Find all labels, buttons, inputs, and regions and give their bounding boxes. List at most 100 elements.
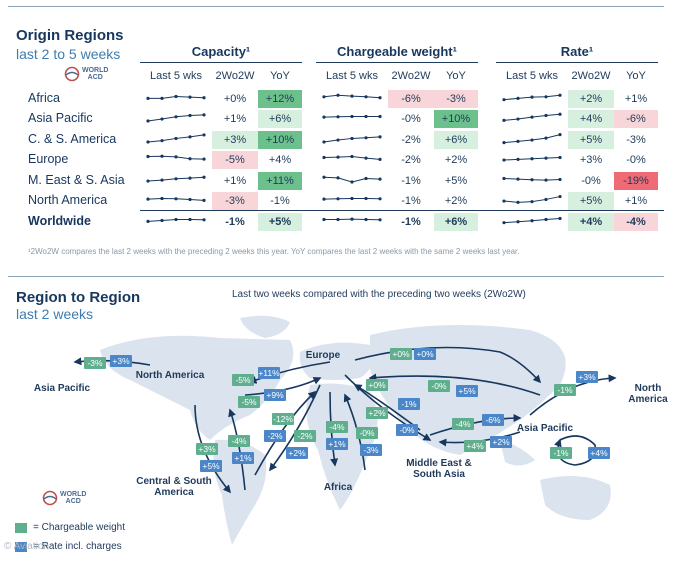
sparkline-rate-3 [502,155,562,162]
sparkline-point-weight-2-1 [336,138,340,142]
cell-yoy-capacity-1: +6% [258,110,302,128]
sparkline-capacity-5 [146,196,206,202]
col-header-rate-1: 2Wo2W [571,70,611,82]
sparkline-point-rate-1-1 [516,117,520,121]
region-title: Region to Region [16,289,141,306]
group-title-capacity: Capacity¹ [191,44,251,59]
cell-yoy-rate-6: -4% [614,213,658,231]
label-central-south-america: Central & South America [136,476,212,498]
cell-yoy-capacity-5: -1% [270,195,290,207]
sparkline-weight-0 [322,93,382,100]
sparkline-point-weight-1-4 [378,114,382,119]
landmass-north-america [100,335,294,440]
sparkline-rate-5 [502,194,562,204]
group-title-weight: Chargeable weight¹ [337,44,457,59]
sparkline-point-rate-4-1 [516,177,520,181]
cell-2wo2w-rate-3: +3% [579,154,603,166]
sparkline-point-weight-3-3 [364,156,368,160]
group-line-capacity [140,62,302,63]
sparkline-point-capacity-6-3 [188,217,192,222]
globe-logo-icon-bottom [42,490,58,506]
col-header-capacity-1: 2Wo2W [215,70,255,82]
logo-text-line1: WORLD [82,67,109,74]
row-label-2: C. & S. America [28,132,117,146]
world-acd-logo: WORLD ACD [64,66,108,82]
sparkline-point-capacity-3-4 [202,157,206,161]
flow-badge-me_ap_b: -6% [482,414,504,426]
flow-badge-ap_me_g: +4% [464,440,486,452]
label-africa: Africa [323,482,353,493]
sparkline-weight-6 [322,217,382,222]
sparkline-point-capacity-0-2 [174,94,178,99]
sparkline-point-rate-4-3 [544,178,548,182]
col-header-weight-1: 2Wo2W [391,70,431,82]
sparkline-weight-1 [322,114,382,119]
sparkline-rate-4 [502,176,562,182]
flow-badge-eu_na2_b: +9% [264,389,286,401]
sparkline-point-weight-6-4 [378,218,382,222]
logo-text: WORLD ACD [82,67,108,81]
sparkline-capacity-2 [146,133,206,144]
sparkline-point-weight-2-2 [350,136,354,141]
sparkline-rate-0 [502,93,562,102]
sparkline-point-capacity-0-0 [146,96,150,100]
cell-yoy-capacity-4: +11% [258,172,302,190]
sparkline-point-capacity-0-3 [188,95,192,99]
cell-2wo2w-rate-0: +2% [568,90,614,108]
flow-badge-eu_na2_g: -5% [238,396,260,408]
cell-2wo2w-capacity-2: +3% [212,131,258,149]
world-acd-logo-bottom: WORLD ACD [42,490,86,506]
cell-yoy-weight-2: +6% [434,131,478,149]
sparkline-point-weight-2-4 [378,135,382,139]
arrow-eu-to-na [248,361,331,384]
flow-badge-ap_me_b: +2% [490,436,512,448]
cell-2wo2w-weight-2: -2% [401,134,421,146]
sparkline-rate-1 [502,112,562,122]
sparkline-point-capacity-1-4 [202,113,206,117]
flow-badge-eu_cs_g: -12% [272,413,294,425]
sparkline-point-weight-6-0 [322,217,326,222]
cell-yoy-rate-3: -0% [626,154,646,166]
sparkline-point-rate-5-1 [516,200,520,204]
cell-yoy-weight-6: +6% [434,213,478,231]
sparkline-point-capacity-6-0 [146,219,150,223]
sparkline-weight-4 [322,175,382,184]
sparkline-point-capacity-3-2 [174,155,178,159]
cell-2wo2w-weight-1: -0% [401,113,421,125]
flow-badge-eu_cs_g2: -2% [294,430,316,442]
flow-badge-na_cs_b: +5% [200,460,222,472]
row-separator-worldwide [140,210,664,211]
landmass-greenland [240,315,290,338]
sparkline-point-rate-6-2 [530,219,534,223]
origin-subtitle: last 2 to 5 weeks [16,46,121,62]
cell-yoy-weight-4: +5% [444,175,468,187]
sparkline-point-capacity-1-3 [188,113,192,118]
cell-yoy-rate-4: -19% [614,172,658,190]
cell-yoy-weight-0: -3% [434,90,478,108]
cell-2wo2w-capacity-6: -1% [225,216,245,228]
cell-2wo2w-capacity-5: -3% [212,192,258,210]
sparkline-point-capacity-4-2 [174,177,178,181]
sparkline-capacity-1 [146,113,206,123]
sparkline-point-rate-1-4 [558,112,562,116]
flow-badge-me_ap_g: -4% [452,418,474,430]
cell-yoy-capacity-3: +4% [268,154,292,166]
sparkline-weight-5 [322,196,382,201]
sparkline-point-rate-0-4 [558,93,562,97]
row-label-4: M. East & S. Asia [28,173,125,187]
cell-yoy-capacity-2: +10% [258,131,302,149]
sparkline-point-weight-1-3 [364,114,368,119]
sparkline-point-weight-4-1 [336,176,340,180]
sparkline-point-weight-5-0 [322,197,326,201]
flow-badge-cs_eu_b: +2% [286,447,308,459]
sparkline-point-capacity-2-3 [188,135,192,139]
row-label-3: Europe [28,152,69,166]
cell-yoy-weight-5: +2% [444,195,468,207]
cell-yoy-weight-3: +2% [444,154,468,166]
sparkline-point-rate-2-2 [530,138,534,142]
sparkline-point-weight-3-0 [322,155,326,160]
label-north-america-east: North America [628,383,668,405]
flow-badge-eu_top_b: +0% [414,348,436,360]
group-title-rate: Rate¹ [560,44,594,59]
sparkline-point-weight-5-2 [350,196,354,201]
